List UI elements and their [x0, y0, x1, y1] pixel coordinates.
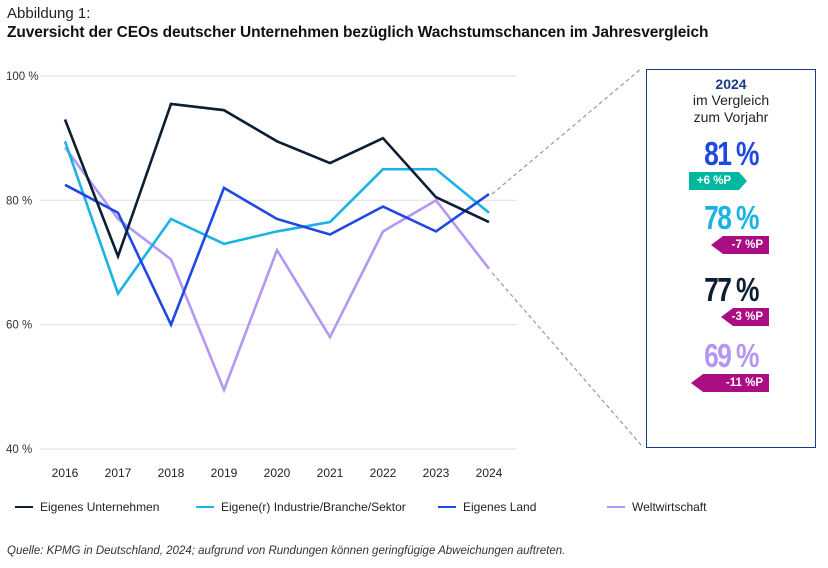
legend-label: Eigenes Land: [463, 500, 537, 514]
x-tick-label: 2023: [423, 466, 450, 480]
panel-year: 2024: [715, 76, 747, 92]
y-tick-label: 100 %: [6, 71, 39, 83]
legend: Eigenes Unternehmen Eigene(r) Industrie/…: [0, 500, 828, 520]
chart-title: Zuversicht der CEOs deutscher Unternehme…: [7, 24, 709, 41]
panel-value: 77 %: [704, 271, 759, 308]
legend-label: Eigenes Unternehmen: [40, 500, 160, 514]
change-badge-down: -7 %P: [711, 236, 769, 254]
figure-caption: Abbildung 1:: [7, 5, 91, 22]
legend-item: Eigene(r) Industrie/Branche/Sektor: [196, 500, 406, 514]
change-badge-down: -11 %P: [691, 374, 769, 392]
panel-item-eigenes-land: 81 % +6 %P: [647, 136, 815, 190]
connector-line: [491, 67, 643, 195]
series-line-eigenes-land: [64, 183, 490, 328]
legend-label: Weltwirtschaft: [632, 500, 707, 514]
series-line-eigenes-unternehmen: [63, 102, 490, 261]
series-line-eigene-r-industrie-branche-sektor: [63, 140, 490, 297]
legend-item: Eigenes Unternehmen: [15, 500, 159, 514]
legend-swatch: [438, 505, 456, 509]
panel-subtitle-1: im Vergleich: [692, 92, 770, 108]
y-tick-label: 80 %: [6, 195, 32, 207]
panel-item-industrie: 78 % -7 %P: [647, 200, 815, 254]
x-tick-label: 2022: [370, 466, 397, 480]
y-tick-label: 60 %: [6, 320, 32, 332]
connector-line: [491, 272, 643, 447]
panel-item-weltwirtschaft: 69 % -11 %P: [647, 338, 815, 392]
legend-item: Eigenes Land: [438, 500, 536, 514]
source-note: Quelle: KPMG in Deutschland, 2024; aufgr…: [7, 545, 566, 557]
x-tick-label: 2020: [264, 466, 291, 480]
legend-swatch: [607, 505, 625, 509]
x-tick-label: 2019: [211, 466, 238, 480]
x-tick-label: 2017: [105, 466, 132, 480]
change-badge-up: +6 %P: [689, 172, 747, 190]
x-tick-label: 2016: [52, 466, 79, 480]
x-tick-label: 2024: [476, 466, 503, 480]
x-tick-label: 2021: [317, 466, 344, 480]
panel-item-unternehmen: 77 % -3 %P: [647, 272, 815, 326]
y-tick-label: 40 %: [6, 444, 32, 456]
panel-subtitle-2: zum Vorjahr: [693, 109, 769, 125]
x-tick-label: 2018: [158, 466, 185, 480]
legend-item: Weltwirtschaft: [607, 500, 706, 514]
panel-value: 69 %: [704, 337, 759, 374]
legend-swatch: [15, 505, 33, 509]
legend-swatch: [196, 505, 214, 509]
comparison-panel: 2024 im Vergleich zum Vorjahr 81 % +6 %P…: [646, 69, 816, 448]
change-badge-down: -3 %P: [721, 308, 769, 326]
panel-value: 78 %: [704, 199, 759, 236]
panel-value: 81 %: [704, 135, 759, 172]
series-line-weltwirtschaft: [63, 146, 491, 394]
legend-label: Eigene(r) Industrie/Branche/Sektor: [221, 500, 406, 514]
